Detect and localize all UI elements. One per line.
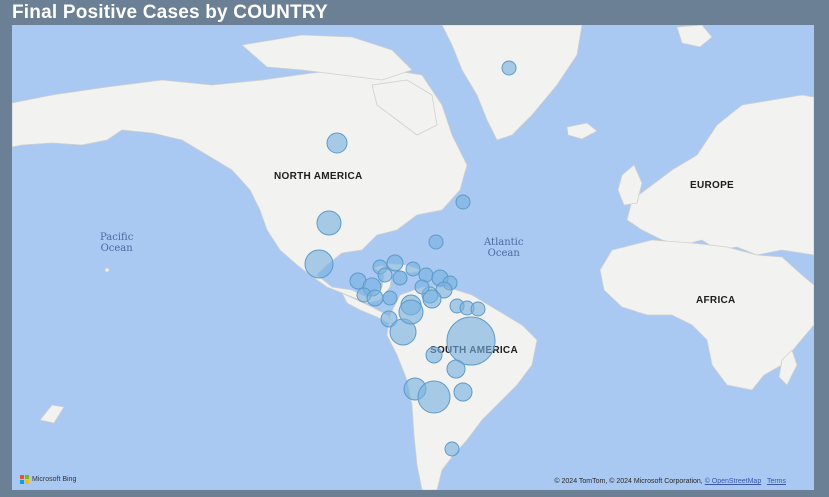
map-canvas[interactable]: NORTH AMERICA SOUTH AMERICA EUROPE AFRIC… [12,25,814,490]
bubble-trinidad[interactable] [414,279,430,295]
bubble-canada[interactable] [326,132,348,154]
atlantic-line2: Ocean [487,248,520,259]
bubble-haiti[interactable] [405,261,421,277]
land-africa [599,239,814,391]
atlantic-line1: Atlantic [484,237,524,248]
bubble-falklands[interactable] [444,441,460,457]
bubble-argentina[interactable] [417,380,451,414]
osm-link[interactable]: © OpenStreetMap [704,478,762,485]
land-svalbard [676,25,713,48]
microsoft-logo-icon [20,475,29,484]
attribution-text: © 2024 TomTom, © 2024 Microsoft Corporat… [554,478,703,485]
bing-label: Microsoft Bing [32,476,77,483]
land-britain [617,164,643,206]
label-north-america: NORTH AMERICA [274,171,363,182]
map-attribution: © 2024 TomTom, © 2024 Microsoft Corporat… [554,478,786,485]
bubble-french-guiana[interactable] [470,301,486,317]
bubble-bermuda[interactable] [455,194,471,210]
bubble-greenland[interactable] [501,60,517,76]
bubble-brazil[interactable] [446,316,496,366]
label-africa: AFRICA [696,295,736,306]
bubble-panama[interactable] [382,290,398,306]
land-greenland [441,25,583,141]
land-madagascar [778,349,798,386]
bubble-layer [304,60,517,457]
bubble-belize[interactable] [392,270,408,286]
pacific-line2: Ocean [100,243,133,254]
bubble-costa-rica[interactable] [366,289,384,307]
land-baffin [371,79,438,136]
bubble-bolivia[interactable] [425,346,443,364]
land-hawaii [104,267,110,273]
label-pacific-ocean: Pacific Ocean [100,232,133,254]
bubble-cayman[interactable] [377,267,393,283]
label-europe: EUROPE [690,180,735,191]
bubble-bahamas[interactable] [428,234,444,250]
land-islands-sw [39,404,65,424]
bing-logo: Microsoft Bing [20,475,76,484]
visual-title: Final Positive Cases by COUNTRY [12,2,328,23]
bubble-jamaica[interactable] [386,254,404,272]
label-atlantic-ocean: Atlantic Ocean [484,237,523,259]
bubble-mexico[interactable] [304,249,334,279]
bubble-uruguay[interactable] [453,382,473,402]
pacific-line1: Pacific [100,232,134,243]
land-arctic-islands [241,34,413,81]
bubble-usa[interactable] [316,210,342,236]
terms-link[interactable]: Terms [766,478,786,485]
bubble-paraguay[interactable] [446,359,466,379]
bubble-venezuela-2[interactable] [422,289,442,309]
land-iceland [566,122,598,140]
bubble-peru-2[interactable] [398,299,424,325]
